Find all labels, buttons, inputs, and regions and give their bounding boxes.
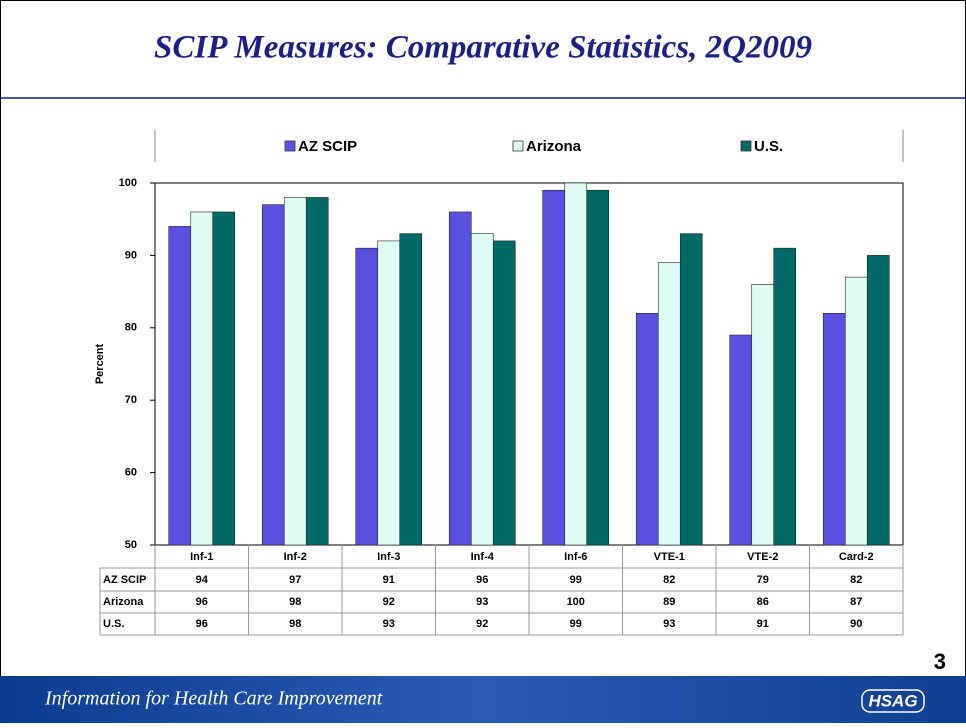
bar: [844, 276, 868, 546]
bar: [355, 247, 379, 546]
y-tick-label: 70: [125, 394, 137, 406]
table-cell: 92: [476, 618, 488, 630]
bar: [377, 240, 401, 546]
bar: [399, 233, 423, 546]
bar: [773, 247, 797, 546]
legend-swatch: [740, 140, 752, 152]
table-row-label: Arizona: [103, 596, 144, 608]
table-cell: 99: [570, 618, 582, 630]
bar: [751, 284, 775, 546]
table-cell: 98: [289, 618, 301, 630]
bar: [564, 182, 588, 546]
logo-frame: [861, 689, 925, 713]
table-cell: 93: [383, 618, 395, 630]
x-tick-label: Inf-3: [377, 551, 400, 563]
table-cell: 96: [196, 596, 208, 608]
legend-swatch: [284, 140, 296, 152]
table-cell: 89: [663, 596, 675, 608]
bar: [448, 211, 472, 546]
bar: [492, 240, 516, 546]
legend-swatch: [512, 140, 524, 152]
table-cell: 82: [850, 574, 862, 586]
y-tick-label: 100: [119, 177, 137, 189]
bar: [635, 313, 659, 546]
footer-text: Information for Health Care Improvement: [44, 688, 383, 710]
y-tick-label: 50: [125, 539, 137, 551]
bar: [283, 197, 307, 546]
x-tick-label: Inf-2: [284, 551, 307, 563]
table-cell: 91: [383, 574, 395, 586]
y-tick-label: 90: [125, 249, 137, 261]
footer-band: [0, 676, 966, 723]
legend-label: U.S.: [754, 138, 783, 155]
table-row-label: U.S.: [103, 618, 124, 630]
table-cell: 96: [196, 618, 208, 630]
y-tick-label: 80: [125, 322, 137, 334]
table-cell: 90: [850, 618, 862, 630]
chart-title: SCIP Measures: Comparative Statistics, 2…: [154, 30, 812, 66]
table-cell: 100: [567, 596, 585, 608]
table-cell: 79: [757, 574, 769, 586]
legend-label: Arizona: [526, 138, 582, 155]
bar: [168, 226, 192, 546]
page-number: 3: [934, 649, 946, 674]
bar: [729, 334, 753, 546]
bar: [679, 233, 703, 546]
bar: [261, 204, 285, 546]
bar: [212, 211, 236, 546]
bar: [657, 262, 681, 546]
logo: HSAG: [868, 691, 917, 710]
table-cell: 97: [289, 574, 301, 586]
y-tick-label: 60: [125, 467, 137, 479]
table-cell: 99: [570, 574, 582, 586]
table-cell: 82: [663, 574, 675, 586]
table-cell: 93: [663, 618, 675, 630]
table-cell: 96: [476, 574, 488, 586]
bar: [822, 313, 846, 546]
bar: [866, 255, 890, 546]
x-tick-label: VTE-1: [654, 551, 685, 563]
bar: [470, 233, 494, 546]
x-tick-label: Card-2: [839, 551, 874, 563]
table-cell: 86: [757, 596, 769, 608]
x-tick-label: VTE-2: [747, 551, 778, 563]
table-cell: 92: [383, 596, 395, 608]
x-tick-label: Inf-1: [190, 551, 213, 563]
x-tick-label: Inf-6: [564, 551, 587, 563]
y-axis-label: Percent: [94, 343, 106, 384]
table-cell: 91: [757, 618, 769, 630]
bar: [190, 211, 214, 546]
bar: [305, 197, 329, 546]
x-tick-label: Inf-4: [471, 551, 495, 563]
table-cell: 93: [476, 596, 488, 608]
table-cell: 98: [289, 596, 301, 608]
table-cell: 94: [196, 574, 209, 586]
legend-label: AZ SCIP: [298, 138, 357, 155]
table-row-label: AZ SCIP: [103, 574, 146, 586]
table-cell: 87: [850, 596, 862, 608]
bar: [586, 189, 610, 546]
bar: [542, 189, 566, 546]
